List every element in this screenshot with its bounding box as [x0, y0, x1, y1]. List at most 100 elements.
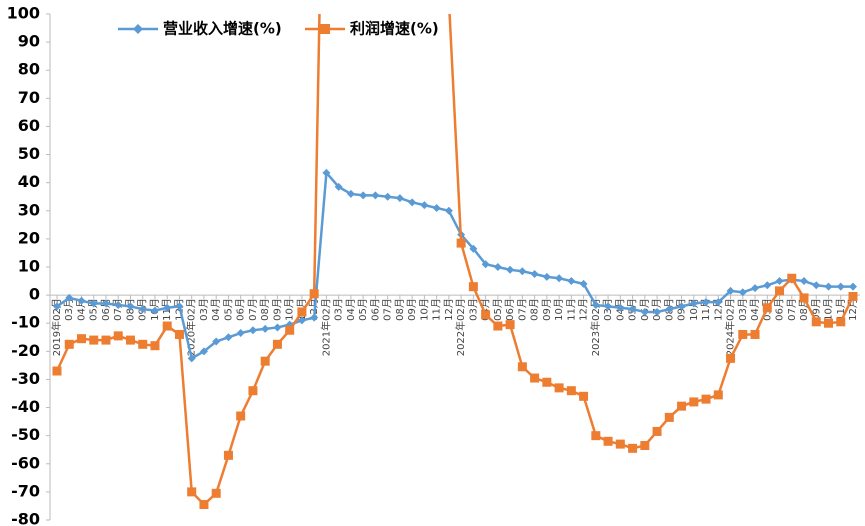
point: [481, 310, 491, 320]
x-tick-label: 11月: [565, 298, 577, 321]
point: [89, 299, 98, 308]
point: [371, 191, 380, 200]
point: [89, 335, 99, 345]
x-tick-label: 2023年02月: [589, 298, 602, 356]
point: [260, 356, 270, 366]
point: [603, 436, 613, 446]
x-tick-label: 07月: [247, 298, 259, 321]
x-tick-label: 10月: [823, 298, 835, 321]
point: [309, 289, 319, 299]
point: [346, 189, 355, 198]
x-tick-label: 2024年02月: [724, 298, 737, 356]
point: [812, 281, 821, 290]
point: [579, 391, 589, 401]
x-tick-label: 05月: [222, 298, 234, 321]
x-tick-label: 07月: [382, 298, 394, 321]
point: [824, 318, 834, 328]
y-tick-label: 90: [18, 32, 40, 51]
point: [640, 441, 650, 451]
point: [713, 390, 723, 400]
x-tick-label: 12月: [578, 298, 590, 321]
y-tick-label: -20: [11, 341, 40, 360]
legend-label: 利润增速(%): [350, 20, 439, 38]
point: [493, 321, 503, 331]
x-tick-label: 03月: [63, 298, 75, 321]
point: [76, 334, 86, 344]
point: [604, 302, 613, 311]
point: [114, 300, 123, 309]
x-tick-label: 04月: [345, 298, 357, 321]
point: [677, 401, 687, 411]
point: [285, 325, 295, 335]
x-tick-label: 07月: [786, 298, 798, 321]
point: [212, 337, 221, 346]
point: [836, 317, 846, 327]
y-tick-label: -10: [11, 313, 40, 332]
point: [224, 333, 233, 342]
x-tick-label: 09月: [271, 298, 283, 321]
point: [665, 305, 674, 314]
point: [750, 329, 760, 339]
point: [468, 282, 478, 292]
point: [555, 274, 564, 283]
legend-marker: [133, 24, 143, 34]
x-tick-label: 08月: [259, 298, 271, 321]
x-tick-label: 06月: [369, 298, 381, 321]
point: [272, 339, 282, 349]
point: [163, 303, 172, 312]
point: [530, 270, 539, 279]
x-tick-label: 07月: [516, 298, 528, 321]
point: [726, 353, 736, 363]
point: [848, 292, 858, 302]
point: [101, 299, 110, 308]
point: [763, 281, 772, 290]
y-tick-label: -40: [11, 397, 40, 416]
point: [493, 263, 502, 271]
y-tick-label: 10: [18, 257, 40, 276]
plot-area: [52, 0, 858, 510]
point: [65, 293, 74, 302]
y-tick-label: 30: [18, 200, 40, 219]
point: [505, 320, 515, 330]
point: [113, 331, 123, 341]
x-tick-label: 10月: [418, 298, 430, 321]
legend-label: 营业收入增速(%): [163, 20, 282, 38]
x-tick-label: 08月: [529, 298, 541, 321]
point: [836, 282, 845, 291]
y-tick-label: 20: [18, 228, 40, 247]
point: [554, 383, 564, 393]
point: [53, 302, 61, 311]
x-tick-label: 06月: [504, 298, 516, 321]
point: [444, 0, 453, 4]
y-tick-label: 40: [18, 172, 40, 191]
x-tick-label: 06月: [235, 298, 247, 321]
y-tick-label: 100: [7, 4, 40, 23]
point: [824, 282, 833, 291]
point: [811, 317, 821, 327]
point: [517, 362, 527, 372]
point: [310, 313, 319, 322]
x-tick-label: 03月: [737, 298, 749, 321]
point: [677, 302, 686, 311]
point: [653, 307, 662, 316]
point: [738, 288, 747, 297]
point: [775, 277, 784, 286]
point: [714, 298, 723, 307]
point: [199, 347, 208, 356]
point: [506, 265, 515, 274]
point: [567, 277, 576, 286]
x-tick-label: 10月: [284, 298, 296, 321]
x-tick-label: 04月: [749, 298, 761, 321]
point: [738, 329, 748, 339]
point: [150, 341, 160, 351]
point: [211, 488, 221, 498]
x-tick-label: 12月: [443, 298, 455, 321]
point: [138, 305, 147, 314]
x-tick-label: 12月: [847, 298, 859, 321]
point: [689, 397, 699, 407]
y-tick-label: 50: [18, 144, 40, 163]
x-tick-label: 11月: [700, 298, 712, 321]
point: [175, 302, 184, 311]
point: [248, 386, 258, 396]
point: [432, 203, 441, 212]
